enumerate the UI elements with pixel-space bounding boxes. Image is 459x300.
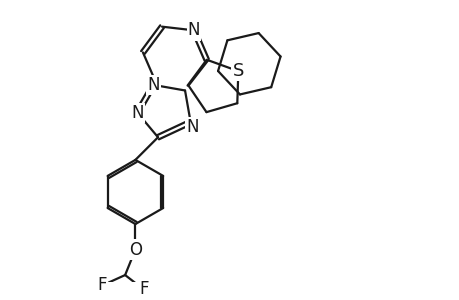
Text: N: N — [131, 104, 143, 122]
Text: F: F — [139, 280, 148, 298]
Text: N: N — [147, 76, 159, 94]
Text: S: S — [232, 62, 244, 80]
Text: N: N — [187, 21, 200, 39]
Text: O: O — [129, 241, 141, 259]
Text: N: N — [186, 118, 198, 136]
Text: F: F — [98, 276, 107, 294]
